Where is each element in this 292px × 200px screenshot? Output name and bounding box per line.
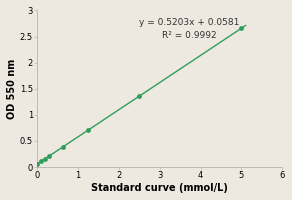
Point <box>39 160 44 163</box>
Point <box>43 157 48 160</box>
Point <box>86 129 91 132</box>
Point <box>60 146 65 149</box>
Point <box>47 154 52 158</box>
Y-axis label: OD 550 nm: OD 550 nm <box>7 59 17 119</box>
Point <box>137 95 142 98</box>
X-axis label: Standard curve (mmol/L): Standard curve (mmol/L) <box>91 183 228 193</box>
Text: y = 0.5203x + 0.0581
R² = 0.9992: y = 0.5203x + 0.0581 R² = 0.9992 <box>139 18 239 40</box>
Point <box>35 162 39 166</box>
Point <box>239 27 244 30</box>
